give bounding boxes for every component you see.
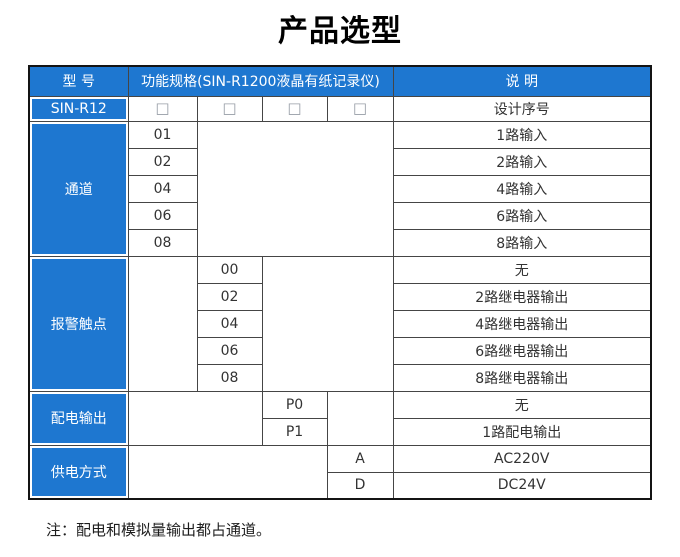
table-row: D DC24V — [29, 471, 652, 500]
code-cell: 08 — [127, 228, 198, 257]
description-cell: 8路继电器输出 — [392, 363, 652, 392]
table-row: 08 8路输入 — [29, 228, 652, 257]
table-row: 报警触点 00 无 — [28, 255, 652, 392]
section-label-channel: 通道 — [28, 120, 129, 257]
description-cell: 2路继电器输出 — [392, 282, 652, 311]
model-row: SIN-R12 □ □ □ □ 设计序号 — [28, 95, 652, 122]
header-description-cell: 说 明 — [392, 65, 652, 97]
description-cell: 4路继电器输出 — [392, 309, 652, 338]
table-row: 06 6路输入 — [29, 201, 652, 230]
checkbox-icon: □ — [155, 98, 170, 117]
model-name-cell: SIN-R12 — [28, 95, 129, 122]
footnote: 注：配电和模拟量输出都占通道。 — [46, 521, 272, 539]
code-cell: 01 — [127, 120, 198, 149]
table-header-row: 型 号 功能规格(SIN-R1200液晶有纸记录仪) 说 明 — [28, 65, 652, 97]
table-row: 06 6路继电器输出 — [29, 336, 652, 365]
description-cell: AC220V — [392, 444, 652, 473]
empty-cell — [196, 120, 394, 257]
empty-cell — [326, 390, 394, 446]
table-row: 供电方式 A AC220V — [28, 444, 652, 500]
section-label-power-output: 配电输出 — [28, 390, 129, 446]
table-row: 04 4路继电器输出 — [29, 309, 652, 338]
product-selection-table: 型 号 功能规格(SIN-R1200液晶有纸记录仪) 说 明 SIN-R12 □… — [28, 65, 652, 500]
empty-cell — [127, 390, 263, 446]
code-cell: 08 — [196, 363, 263, 392]
description-cell: 无 — [392, 390, 652, 419]
checkbox-icon: □ — [287, 98, 302, 117]
code-cell: 02 — [196, 282, 263, 311]
code-cell: 02 — [127, 147, 198, 176]
table-row: 04 4路输入 — [29, 174, 652, 203]
table-row: 08 8路继电器输出 — [29, 363, 652, 392]
checkbox-icon: □ — [222, 98, 237, 117]
code-cell: 00 — [196, 255, 263, 284]
section-label-alarm: 报警触点 — [28, 255, 129, 392]
code-cell: P0 — [261, 390, 328, 419]
description-cell: 无 — [392, 255, 652, 284]
description-cell: 2路输入 — [392, 147, 652, 176]
description-cell: 4路输入 — [392, 174, 652, 203]
checkbox-icon: □ — [352, 98, 368, 117]
description-cell: 1路配电输出 — [392, 417, 652, 446]
description-cell: 6路继电器输出 — [392, 336, 652, 365]
description-cell: 6路输入 — [392, 201, 652, 230]
code-cell: 06 — [196, 336, 263, 365]
table-row: 02 2路继电器输出 — [29, 282, 652, 311]
code-cell: A — [326, 444, 394, 473]
digit-slot-cell: □ — [127, 95, 198, 122]
description-cell: 1路输入 — [392, 120, 652, 149]
empty-cell — [127, 444, 328, 500]
description-cell: 8路输入 — [392, 228, 652, 257]
header-spec-cell: 功能规格(SIN-R1200液晶有纸记录仪) — [127, 65, 394, 97]
digit-slot-cell: □ — [326, 95, 394, 122]
page-title: 产品选型 — [278, 14, 402, 49]
code-cell: 04 — [127, 174, 198, 203]
description-cell: 设计序号 — [392, 95, 652, 122]
table-row: 配电输出 P0 无 — [28, 390, 652, 446]
table-row: 02 2路输入 — [29, 147, 652, 176]
empty-cell — [127, 255, 198, 392]
header-model-cell: 型 号 — [28, 65, 129, 97]
digit-slot-cell: □ — [261, 95, 328, 122]
code-cell: P1 — [261, 417, 328, 446]
code-cell: 06 — [127, 201, 198, 230]
digit-slot-cell: □ — [196, 95, 263, 122]
description-cell: DC24V — [392, 471, 652, 500]
empty-cell — [261, 255, 394, 392]
code-cell: D — [326, 471, 394, 500]
table-row: 通道 01 1路输入 — [28, 120, 652, 257]
section-label-power-supply: 供电方式 — [28, 444, 129, 500]
code-cell: 04 — [196, 309, 263, 338]
